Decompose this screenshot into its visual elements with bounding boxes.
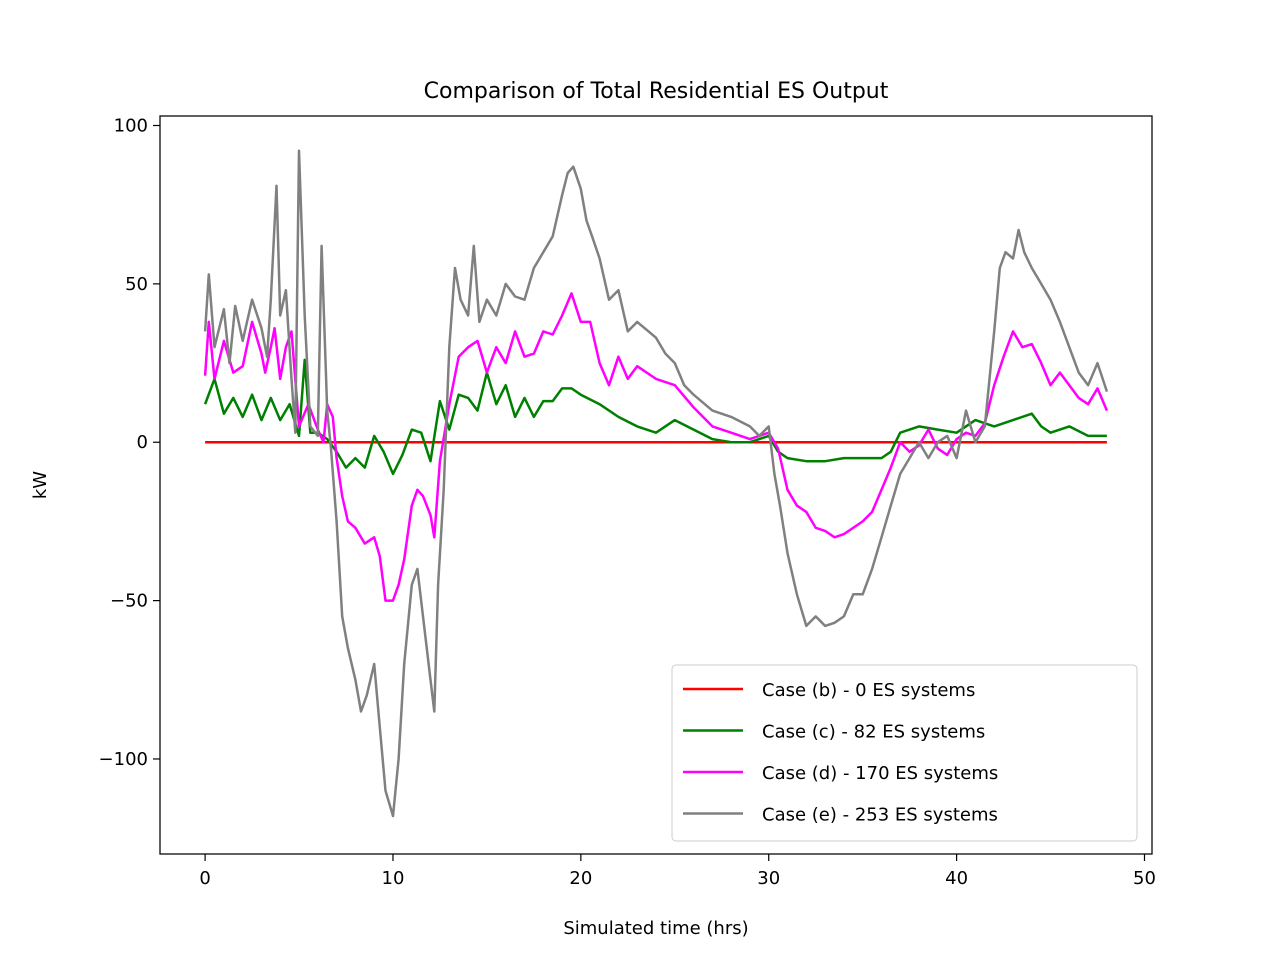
x-tick-label: 40 xyxy=(945,868,968,889)
y-tick-label: −100 xyxy=(99,749,148,770)
legend-label-3: Case (e) - 253 ES systems xyxy=(762,805,998,826)
x-tick-label: 30 xyxy=(757,868,780,889)
y-tick-label: 100 xyxy=(114,116,148,137)
y-axis-label: kW xyxy=(30,471,51,499)
y-tick-label: 0 xyxy=(137,432,148,453)
legend: Case (b) - 0 ES systems Case (c) - 82 ES … xyxy=(671,664,1138,842)
y-tick-label: 50 xyxy=(125,274,148,295)
plot-area-frame xyxy=(159,115,1153,855)
legend-label-2: Case (d) - 170 ES systems xyxy=(762,763,998,784)
series-line-1 xyxy=(203,358,1107,476)
legend-label-0: Case (b) - 0 ES systems xyxy=(762,680,975,701)
x-tick-label: 10 xyxy=(382,868,405,889)
legend-label-1: Case (c) - 82 ES systems xyxy=(762,722,985,743)
y-axis-ticks: −100 −50 0 50 100 xyxy=(99,116,160,770)
chart-title: Comparison of Total Residential ES Outpu… xyxy=(424,79,889,104)
x-tick-label: 50 xyxy=(1133,868,1156,889)
plot-lines xyxy=(203,149,1109,818)
series-line-3 xyxy=(203,149,1109,818)
legend-frame xyxy=(671,664,1138,842)
x-tick-label: 0 xyxy=(199,868,210,889)
x-tick-label: 20 xyxy=(569,868,592,889)
x-axis-label: Simulated time (hrs) xyxy=(563,918,748,939)
y-tick-label: −50 xyxy=(110,591,148,612)
x-axis-ticks: 0 10 20 30 40 50 xyxy=(199,854,1156,889)
